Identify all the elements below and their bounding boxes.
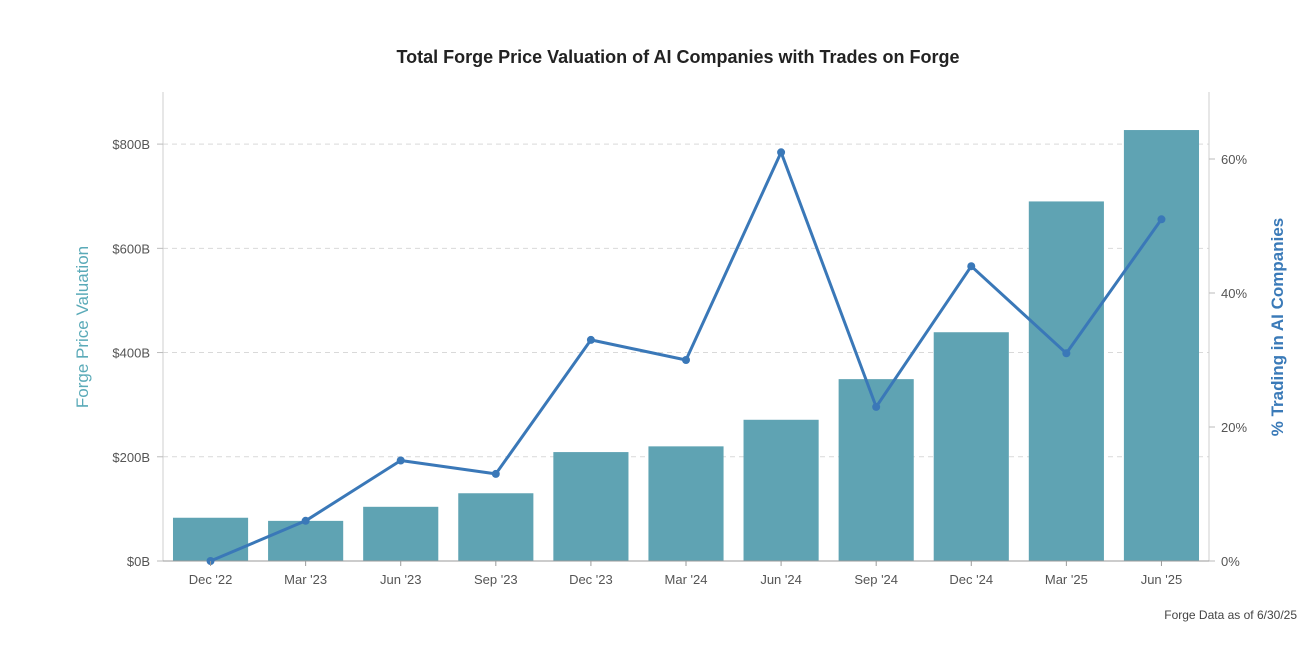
right-tick-label-2: 40%	[1221, 286, 1247, 301]
tick-labels: $0B $200B $400B $600B $800B 0% 20% 40% 60% Dec '2…	[112, 137, 1247, 587]
left-axis-label: Forge Price Valuation	[73, 246, 92, 408]
bar-3	[458, 493, 534, 561]
line-point-10	[1157, 215, 1166, 224]
right-tick-label-3: 60%	[1221, 152, 1247, 167]
x-tick-label-7: Sep '24	[854, 572, 898, 587]
x-tick-label-1: Mar '23	[284, 572, 327, 587]
left-tick-label-0: $0B	[127, 554, 150, 569]
bar-2	[363, 506, 439, 561]
bar-4	[553, 452, 629, 561]
right-tick-label-0: 0%	[1221, 554, 1240, 569]
bar-series	[172, 130, 1200, 561]
line-point-6	[777, 148, 786, 157]
right-axis-label: % Trading in AI Companies	[1268, 218, 1287, 437]
left-tick-label-4: $800B	[112, 137, 150, 152]
x-tick-label-4: Dec '23	[569, 572, 613, 587]
line-point-4	[586, 335, 595, 344]
line-point-9	[1062, 349, 1071, 358]
right-tick-label-1: 20%	[1221, 420, 1247, 435]
line-point-8	[967, 262, 976, 271]
bar-5	[648, 446, 724, 561]
line-series	[206, 148, 1166, 565]
left-tick-label-1: $200B	[112, 450, 150, 465]
line-point-3	[491, 469, 500, 478]
x-tick-label-0: Dec '22	[189, 572, 233, 587]
bar-1	[268, 520, 344, 561]
bar-0	[172, 517, 249, 561]
bar-6	[743, 419, 819, 561]
bar-9	[1028, 201, 1104, 561]
x-tick-label-9: Mar '25	[1045, 572, 1088, 587]
x-tick-label-5: Mar '24	[665, 572, 708, 587]
bar-10	[1123, 130, 1200, 561]
left-tick-label-2: $400B	[112, 346, 150, 361]
x-tick-label-6: Jun '24	[760, 572, 802, 587]
line-point-5	[682, 356, 690, 364]
x-tick-label-2: Jun '23	[380, 572, 422, 587]
x-tick-label-10: Jun '25	[1141, 572, 1183, 587]
line-point-1	[301, 516, 310, 525]
footnote: Forge Data as of 6/30/25	[1164, 608, 1297, 622]
x-tick-label-3: Sep '23	[474, 572, 518, 587]
line-point-2	[396, 456, 405, 465]
chart-title: Total Forge Price Valuation of AI Compan…	[396, 47, 959, 67]
line-point-7	[872, 402, 881, 411]
x-tick-label-8: Dec '24	[949, 572, 993, 587]
bar-8	[933, 332, 1009, 561]
left-tick-label-3: $600B	[112, 241, 150, 256]
